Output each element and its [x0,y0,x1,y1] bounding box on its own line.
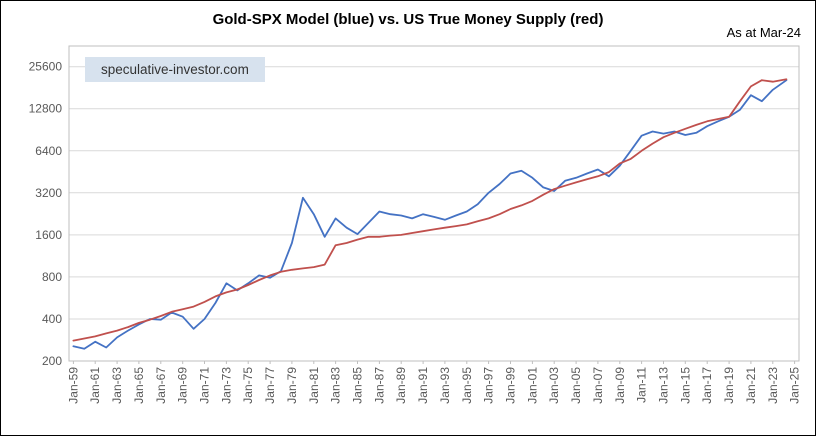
y-tick-label: 12800 [29,102,63,116]
x-tick-label: Jan-79 [285,367,299,404]
x-tick-label: Jan-61 [88,367,102,404]
x-tick-label: Jan-21 [744,367,758,404]
x-tick-label: Jan-71 [198,367,212,404]
x-tick-label: Jan-81 [307,367,321,404]
x-tick-label: Jan-23 [766,367,780,404]
x-tick-label: Jan-69 [176,367,190,404]
x-tick-label: Jan-07 [591,367,605,404]
x-tick-label: Jan-13 [657,367,671,404]
x-tick-label: Jan-15 [678,367,692,404]
x-tick-label: Jan-95 [460,367,474,404]
x-tick-label: Jan-25 [788,367,802,404]
x-tick-label: Jan-03 [547,367,561,404]
y-tick-label: 800 [42,270,62,284]
x-tick-label: Jan-97 [482,367,496,404]
y-tick-label: 6400 [35,144,62,158]
x-tick-label: Jan-91 [416,367,430,404]
y-tick-label: 1600 [35,228,62,242]
x-tick-label: Jan-17 [700,367,714,404]
x-tick-label: Jan-05 [569,367,583,404]
x-tick-label: Jan-63 [110,367,124,404]
x-tick-label: Jan-59 [66,367,80,404]
x-tick-label: Jan-93 [438,367,452,404]
x-tick-label: Jan-87 [372,367,386,404]
x-tick-label: Jan-75 [241,367,255,404]
x-tick-label: Jan-19 [722,367,736,404]
x-tick-label: Jan-85 [351,367,365,404]
x-tick-label: Jan-11 [635,367,649,403]
y-tick-label: 200 [42,354,62,368]
watermark: speculative-investor.com [85,57,265,82]
plot-border [68,45,800,362]
x-tick-label: Jan-89 [394,367,408,404]
x-tick-label: Jan-65 [132,367,146,404]
series-line-gold-spx-model [72,79,788,350]
series-line-true-money-supply [72,78,788,342]
chart-title: Gold-SPX Model (blue) vs. US True Money … [212,11,604,28]
x-tick-label: Jan-01 [525,367,539,404]
y-tick-label: 3200 [35,186,62,200]
x-tick-label: Jan-83 [329,367,343,404]
x-tick-label: Jan-09 [613,367,627,404]
y-tick-label: 25600 [29,60,63,74]
y-tick-label: 400 [42,312,62,326]
as-at-label: As at Mar-24 [726,25,801,40]
x-tick-label: Jan-73 [219,367,233,404]
x-tick-label: Jan-67 [154,367,168,404]
x-tick-label: Jan-99 [504,367,518,404]
x-tick-label: Jan-77 [263,367,277,404]
